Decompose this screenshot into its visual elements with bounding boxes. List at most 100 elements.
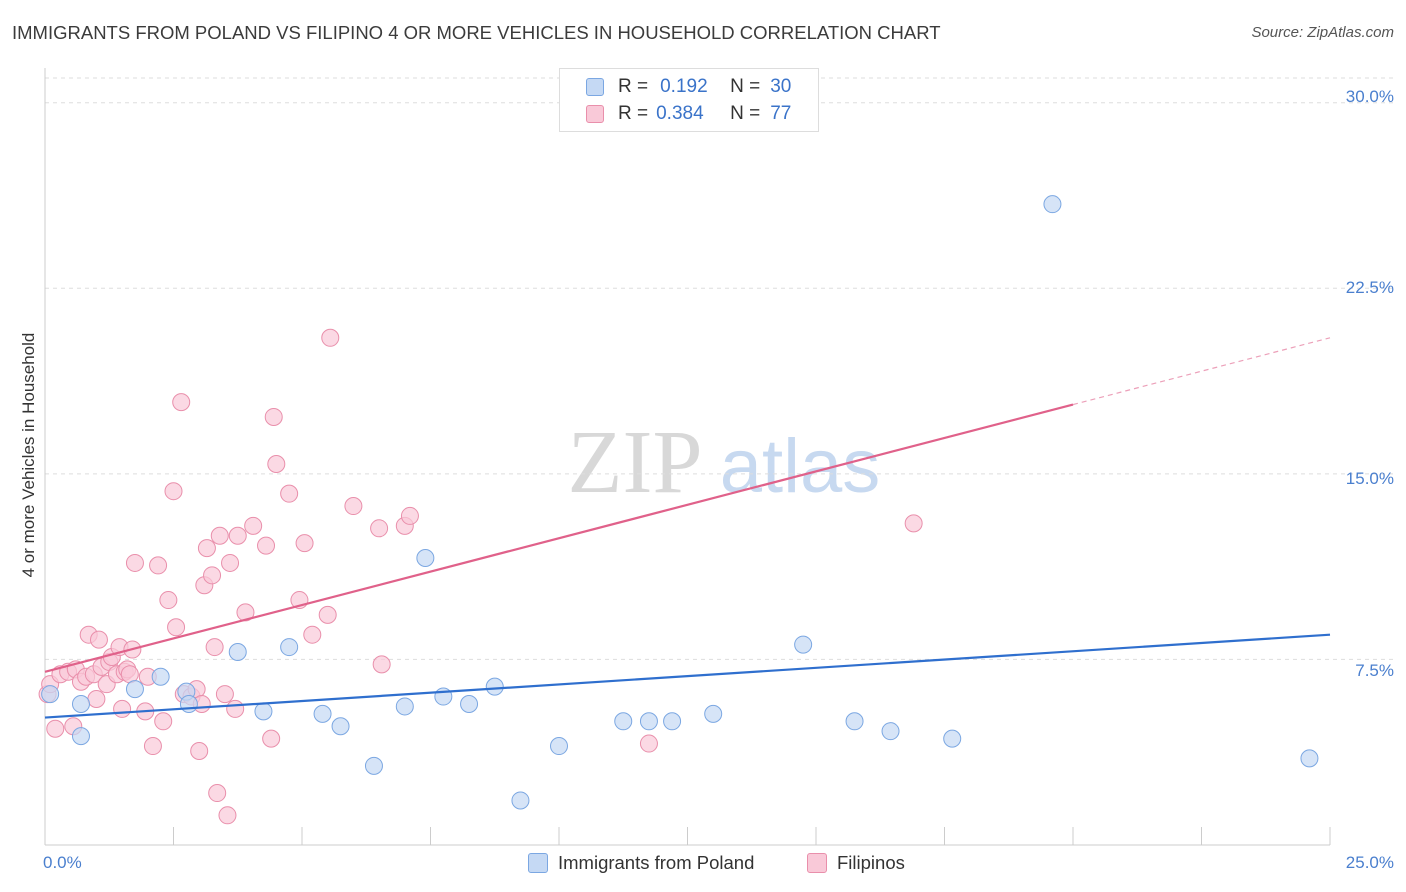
stats-legend: R = 0.192 N = 30 R = 0.384 N = 77 xyxy=(559,68,819,132)
filipino-trend-line xyxy=(44,403,1074,673)
filipino-point xyxy=(244,516,263,535)
filipino-point xyxy=(264,407,283,426)
filipino-point xyxy=(639,734,658,753)
x-tick-label-25: 25.0% xyxy=(1345,853,1394,872)
poland-point xyxy=(1300,749,1319,768)
filipino-point xyxy=(257,536,276,555)
filipino-point xyxy=(318,605,337,624)
filipino-point xyxy=(143,737,162,756)
filipino-point xyxy=(215,685,234,704)
poland-swatch xyxy=(586,78,604,96)
poland-point xyxy=(71,727,90,746)
poland-point xyxy=(364,756,383,775)
chart-title: IMMIGRANTS FROM POLAND VS FILIPINO 4 OR … xyxy=(12,22,941,43)
filipino-n-value: 77 xyxy=(770,103,792,124)
filipino-point xyxy=(113,699,132,718)
poland-point xyxy=(313,704,332,723)
watermark-zip: ZIP xyxy=(568,413,703,512)
legend-n-label: N = xyxy=(730,76,761,97)
filipino-point xyxy=(400,506,419,525)
poland-point xyxy=(416,548,435,567)
poland-point xyxy=(71,694,90,713)
filipino-point xyxy=(149,556,168,575)
source-label: Source: ZipAtlas.com xyxy=(1251,24,1394,41)
filipino-point xyxy=(295,534,314,553)
filipino-point xyxy=(190,741,209,760)
filipino-point xyxy=(87,690,106,709)
legend-row-filipino: R = 0.384 N = 77 xyxy=(586,102,791,126)
filipino-point xyxy=(125,553,144,572)
poland-legend-swatch xyxy=(528,853,548,873)
zipatlas-watermark: ZIP atlas xyxy=(568,413,881,512)
legend-n-label: N = xyxy=(730,103,761,124)
filipino-point xyxy=(280,484,299,503)
poland-point xyxy=(395,697,414,716)
axes xyxy=(44,68,1331,846)
filipino-points xyxy=(38,328,923,825)
filipino-point xyxy=(267,454,286,473)
poland-point xyxy=(125,680,144,699)
poland-point xyxy=(881,722,900,741)
poland-point xyxy=(511,791,530,810)
poland-point xyxy=(550,737,568,756)
filipino-point xyxy=(208,784,227,803)
filipino-point xyxy=(344,497,363,516)
poland-point xyxy=(845,712,864,731)
filipino-point xyxy=(372,655,391,674)
filipino-point xyxy=(203,566,222,585)
filipino-point xyxy=(172,393,191,412)
grid-lines xyxy=(45,77,1393,660)
bottom-legend-poland: Immigrants from Poland xyxy=(528,852,754,874)
filipino-point xyxy=(303,625,322,644)
filipino-point xyxy=(159,591,178,610)
filipino-trend-extension xyxy=(1072,337,1331,406)
y-tick-label-7-5: 7.5% xyxy=(1355,661,1394,680)
poland-r-value: 0.192 xyxy=(660,76,708,97)
poland-point xyxy=(280,638,299,657)
poland-point xyxy=(614,712,633,731)
poland-point xyxy=(228,643,247,662)
poland-legend-label: Immigrants from Poland xyxy=(558,852,755,873)
filipino-point xyxy=(164,482,183,501)
poland-point xyxy=(485,677,504,696)
poland-point xyxy=(254,702,273,721)
poland-trend-line xyxy=(44,633,1331,719)
filipino-point xyxy=(228,526,247,545)
poland-point xyxy=(331,717,350,736)
filipino-point xyxy=(167,618,186,637)
watermark-atlas: atlas xyxy=(720,424,881,509)
filipino-point xyxy=(218,806,237,825)
filipino-point xyxy=(197,539,216,558)
filipino-point xyxy=(210,526,229,545)
y-tick-label-30: 30.0% xyxy=(1345,87,1394,106)
filipino-point xyxy=(154,712,173,731)
filipino-point xyxy=(236,603,255,622)
filipino-swatch xyxy=(586,105,604,123)
poland-point xyxy=(943,729,962,748)
poland-point xyxy=(663,712,682,731)
poland-n-value: 30 xyxy=(770,76,792,97)
poland-point xyxy=(151,667,170,686)
poland-point xyxy=(704,704,723,723)
filipino-point xyxy=(89,630,108,649)
filipino-point xyxy=(370,519,389,538)
legend-r-label: R = xyxy=(618,103,649,124)
trend-lines xyxy=(44,337,1331,719)
bottom-legend-filipino: Filipinos xyxy=(807,852,905,874)
poland-point xyxy=(179,694,198,713)
filipino-r-value: 0.384 xyxy=(656,103,704,124)
poland-point xyxy=(460,694,479,713)
filipino-legend-label: Filipinos xyxy=(837,852,905,873)
filipino-point xyxy=(321,328,340,347)
filipino-point xyxy=(221,553,240,572)
poland-point xyxy=(639,712,658,731)
legend-r-label: R = xyxy=(618,76,649,97)
filipino-point xyxy=(262,729,281,748)
filipino-point xyxy=(904,514,923,533)
filipino-point xyxy=(205,638,224,657)
y-tick-label-22-5: 22.5% xyxy=(1345,278,1394,297)
poland-point xyxy=(41,685,60,704)
x-tick-label-0: 0.0% xyxy=(43,853,82,872)
filipino-point xyxy=(226,699,245,718)
